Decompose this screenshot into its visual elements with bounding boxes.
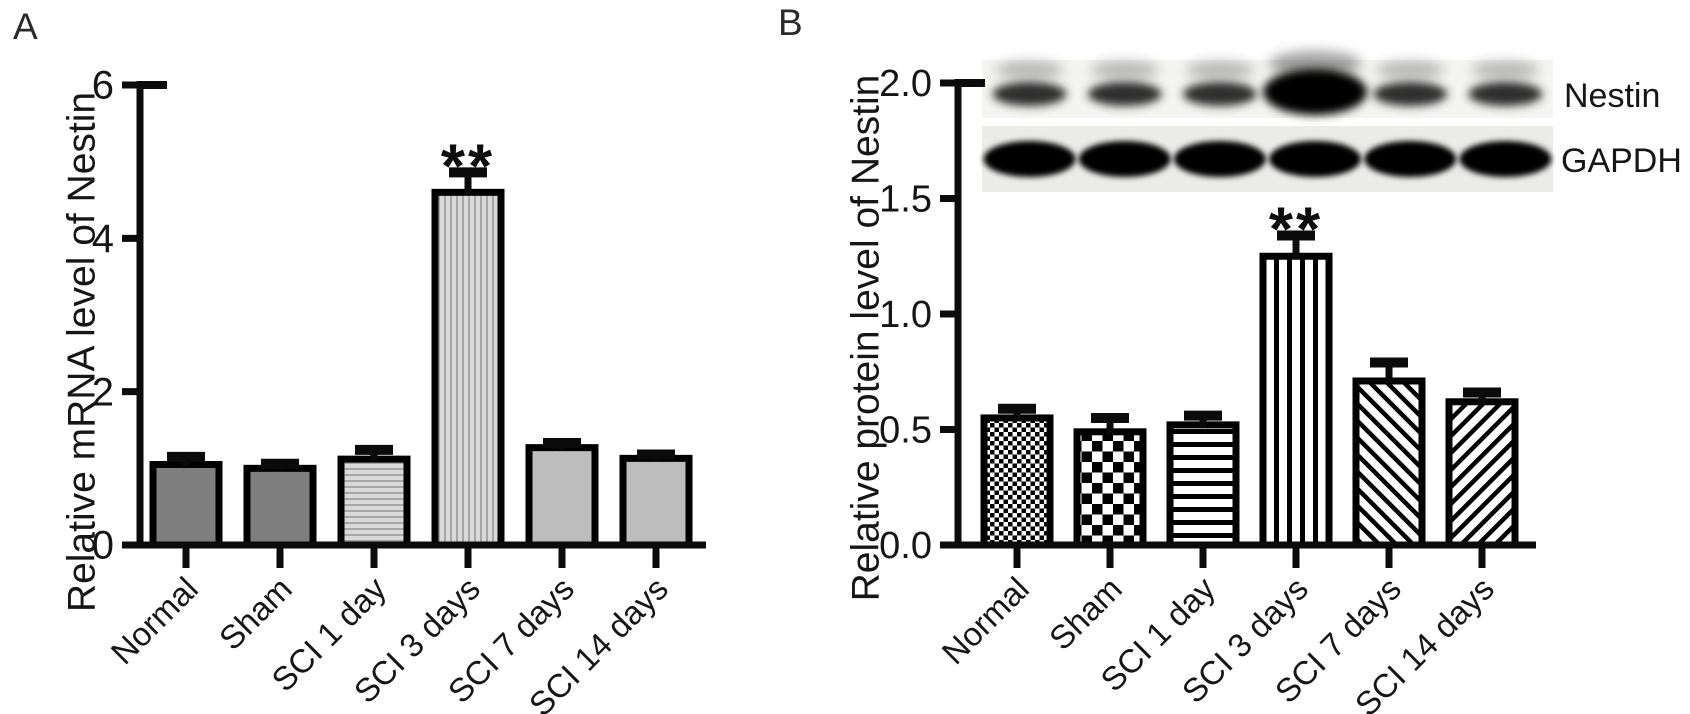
bar-sci-3-days xyxy=(1259,252,1333,549)
panel-a-y-axis-title: Relative mRNA level of Nestin xyxy=(60,91,104,613)
y-tick-label: 1.5 xyxy=(879,178,932,220)
bar-sci-1-day xyxy=(1166,421,1240,549)
blot-strip-gapdh xyxy=(982,126,1553,192)
bar-sci-7-days xyxy=(525,444,599,549)
blot-band-gapdh xyxy=(1173,141,1266,177)
blot-band-nestin-smear xyxy=(995,61,1064,79)
x-category-label-sham: Sham xyxy=(1042,570,1129,657)
bar-sci-7-days xyxy=(1352,377,1426,549)
bar-sham xyxy=(1073,428,1147,549)
panel-b-letter: B xyxy=(778,2,803,43)
x-category-label-normal: Normal xyxy=(104,570,205,671)
significance-marker: ** xyxy=(1269,195,1323,264)
x-category-label-normal: Normal xyxy=(935,570,1036,671)
y-tick-label: 6 xyxy=(92,64,114,108)
bar-sham xyxy=(243,464,317,549)
bar-sci-1-day xyxy=(337,455,411,549)
y-tick-label: 2 xyxy=(92,370,114,414)
western-blot-inset xyxy=(982,51,1553,192)
bar-sci-14-days xyxy=(619,454,693,549)
blot-band-nestin xyxy=(1087,82,1162,106)
y-tick-label: 0.0 xyxy=(879,525,932,567)
blot-band-gapdh xyxy=(1078,141,1171,177)
panel-a-letter: A xyxy=(13,6,38,47)
bar-normal xyxy=(149,461,223,549)
y-tick-label: 1.0 xyxy=(879,294,932,336)
blot-band-nestin-smear xyxy=(1376,61,1445,79)
blot-band-nestin xyxy=(1468,82,1543,106)
blot-row-label-nestin: Nestin xyxy=(1564,77,1661,115)
blot-band-nestin-smear xyxy=(1090,61,1159,79)
panel-b-y-axis-title: Relative protein level of Nestin xyxy=(844,74,888,602)
blot-band-nestin xyxy=(1373,82,1448,106)
blot-band-nestin-smear xyxy=(1471,61,1540,79)
bar-sci-14-days xyxy=(1445,398,1519,549)
y-tick-label: 4 xyxy=(92,217,114,261)
blot-band-nestin-smear xyxy=(1185,61,1254,79)
y-tick-label: 0.5 xyxy=(879,409,932,451)
blot-row-label-gapdh: GAPDH xyxy=(1561,142,1682,180)
significance-marker: ** xyxy=(441,132,495,201)
blot-band-nestin xyxy=(992,82,1067,106)
blot-band-gapdh xyxy=(1364,141,1457,177)
x-category-label-sham: Sham xyxy=(212,570,299,657)
y-tick-label: 2.0 xyxy=(879,63,932,105)
blot-band-gapdh xyxy=(983,141,1076,177)
bar-normal xyxy=(980,414,1054,549)
blot-band-nestin xyxy=(1263,69,1368,115)
blot-band-nestin xyxy=(1182,82,1257,106)
blot-band-nestin-smear xyxy=(1269,51,1362,77)
y-tick-label: 0 xyxy=(92,524,114,568)
blot-band-gapdh xyxy=(1269,141,1362,177)
blot-band-gapdh xyxy=(1459,141,1552,177)
bar-sci-3-days xyxy=(431,188,505,549)
